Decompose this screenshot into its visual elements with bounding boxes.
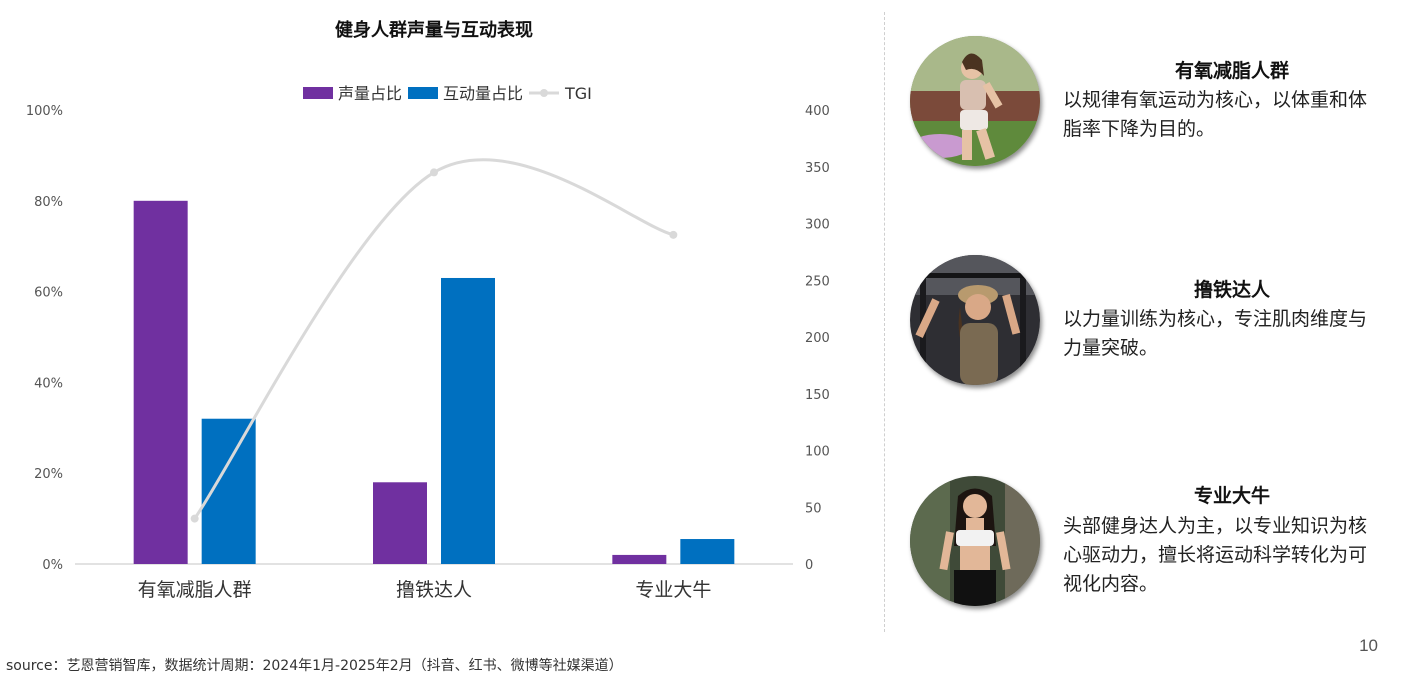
bar-互动量占比-撸铁达人 [441, 277, 495, 564]
chart-title: 健身人群声量与互动表现 [335, 19, 533, 41]
desc-line: 脂率下降为目的。 [1063, 118, 1216, 140]
right-tick-label: 250 [805, 274, 830, 289]
persona-aerobic: 有氧减脂人群 以规律有氧运动为核心，以体重和体 脂率下降为目的。 [908, 36, 1408, 176]
bars [133, 200, 735, 565]
tgi-point-专业大牛 [669, 230, 678, 239]
bar-声量占比-专业大牛 [612, 554, 667, 564]
left-tick-label: 0% [42, 558, 63, 573]
page-number: 10 [1359, 636, 1378, 655]
bar-互动量占比-专业大牛 [680, 539, 735, 564]
persona-title: 有氧减脂人群 [1174, 60, 1289, 82]
right-tick-label: 0 [805, 558, 813, 573]
right-tick-label: 300 [805, 218, 830, 233]
persona-title: 专业大牛 [1193, 485, 1270, 507]
category-label: 有氧减脂人群 [138, 579, 252, 601]
category-label: 专业大牛 [635, 579, 711, 601]
legend-swatch-互动量占比 [408, 87, 438, 99]
desc-line: 心驱动力，擅长将运动科学转化为可 [1063, 544, 1368, 566]
left-axis: 0% 20% 40% 60% 80% 100% [26, 104, 63, 573]
bar-声量占比-撸铁达人 [373, 482, 427, 564]
right-tick-label: 150 [805, 388, 830, 403]
right-tick-label: 100 [805, 445, 830, 460]
persona-title: 撸铁达人 [1193, 279, 1270, 301]
chart: 健身人群声量与互动表现 声量占比 互动量占比 TGI 0% 20% 40% 60% 80% 1… [26, 19, 830, 601]
tgi-curve [193, 158, 674, 520]
right-axis: 0 50 100 150 200 250 300 350 400 [805, 104, 830, 573]
legend-label-互动量占比: 互动量占比 [443, 84, 523, 103]
avatar-weightlifting [910, 255, 1040, 385]
left-tick-label: 80% [34, 195, 63, 210]
avatar-aerobic [910, 36, 1040, 166]
right-tick-label: 50 [805, 501, 822, 516]
persona-description: 头部健身达人为主，以专业知识为核 心驱动力，擅长将运动科学转化为可 视化内容。 [1063, 512, 1403, 599]
legend-swatch-声量占比 [303, 87, 333, 99]
persona-expert: 专业大牛 头部健身达人为主，以专业知识为核 心驱动力，擅长将运动科学转化为可 视… [908, 476, 1408, 616]
divider [884, 12, 885, 632]
legend: 声量占比 互动量占比 TGI [303, 84, 592, 103]
bar-互动量占比-有氧减脂人群 [201, 418, 256, 564]
left-tick-label: 60% [34, 286, 63, 301]
right-tick-label: 400 [805, 104, 830, 119]
right-tick-label: 350 [805, 161, 830, 176]
source-note: source：艺恩营销智库，数据统计周期：2024年1月-2025年2月（抖音、… [6, 658, 623, 674]
legend-label-TGI: TGI [564, 84, 592, 103]
left-tick-label: 20% [34, 467, 63, 482]
persona-weightlifting: 撸铁达人 以力量训练为核心，专注肌肉维度与 力量突破。 [908, 255, 1408, 395]
legend-label-声量占比: 声量占比 [338, 84, 402, 103]
persona-description: 以规律有氧运动为核心，以体重和体 脂率下降为目的。 [1063, 86, 1403, 144]
desc-line: 力量突破。 [1063, 337, 1159, 359]
left-tick-label: 40% [34, 376, 63, 391]
desc-line: 以规律有氧运动为核心，以体重和体 [1063, 89, 1368, 111]
category-labels: 有氧减脂人群 撸铁达人 专业大牛 [138, 579, 712, 601]
tgi-point-撸铁达人 [430, 168, 438, 177]
legend-marker-TGI [540, 89, 548, 97]
desc-line: 以力量训练为核心，专注肌肉维度与 [1063, 308, 1368, 330]
tgi-point-有氧减脂人群 [190, 514, 199, 523]
right-tick-label: 200 [805, 331, 830, 346]
left-tick-label: 100% [26, 104, 63, 119]
bar-声量占比-有氧减脂人群 [133, 200, 188, 565]
avatar-expert [910, 476, 1040, 606]
desc-line: 头部健身达人为主，以专业知识为核 [1063, 515, 1368, 537]
tgi-line [190, 158, 678, 523]
category-label: 撸铁达人 [396, 579, 472, 601]
desc-line: 视化内容。 [1063, 573, 1159, 595]
persona-description: 以力量训练为核心，专注肌肉维度与 力量突破。 [1063, 305, 1403, 363]
